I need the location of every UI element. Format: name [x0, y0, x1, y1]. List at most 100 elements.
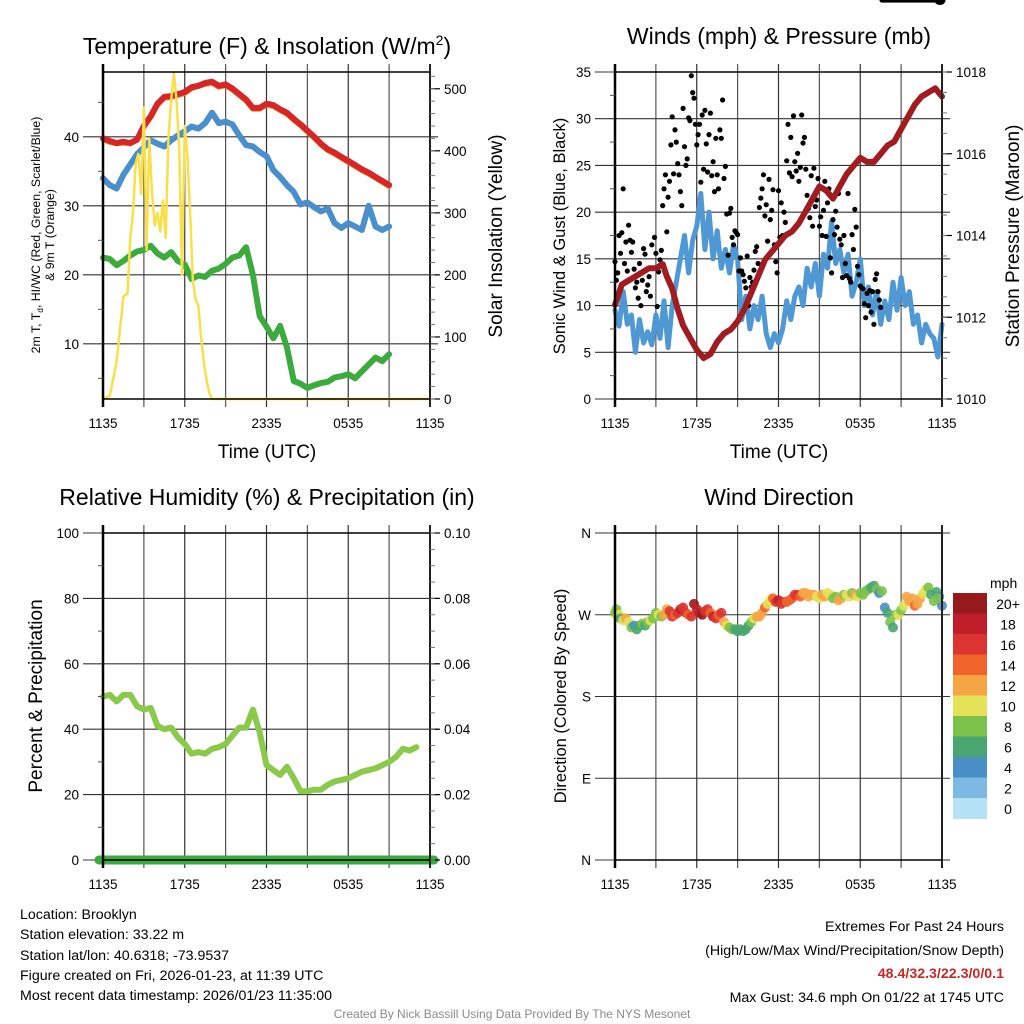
gust-point — [829, 270, 835, 276]
colorbar-swatch — [953, 695, 987, 717]
gust-point — [838, 242, 844, 248]
gust-point — [784, 158, 790, 164]
gust-point — [692, 121, 699, 127]
y2-tick-label: 400 — [444, 144, 467, 159]
gust-point — [646, 274, 652, 280]
wind-direction-point — [888, 622, 898, 633]
x-tick-label: 1135 — [415, 877, 444, 892]
winds-chart-title: Winds (mph) & Pressure (mb) — [627, 23, 931, 49]
y2-tick-label: 0.10 — [444, 526, 470, 541]
wind-direction-point — [932, 593, 943, 604]
colorbar-label: 6 — [1004, 740, 1012, 756]
colorbar-swatch — [953, 593, 987, 614]
gust-point — [822, 178, 828, 184]
gust-point — [707, 110, 714, 116]
gust-point — [718, 135, 724, 141]
gust-point — [793, 168, 799, 174]
gust-point — [765, 238, 771, 244]
gust-point — [726, 210, 733, 216]
gust-point — [729, 234, 735, 240]
gust-point — [808, 173, 814, 179]
gust-point — [786, 170, 793, 176]
gust-point — [662, 172, 669, 178]
gust-point — [737, 255, 744, 261]
y2-tick-label: 0.02 — [444, 788, 470, 803]
gust-point — [728, 205, 734, 211]
humidity-grid — [83, 525, 438, 868]
y2-tick-label: 0.08 — [444, 591, 470, 606]
x-tick-label: 1735 — [170, 416, 200, 431]
gust-point — [721, 175, 727, 182]
wind-direction-point — [877, 586, 887, 597]
gust-point — [615, 270, 621, 276]
gust-point — [830, 217, 836, 223]
gust-point — [717, 127, 723, 133]
gust-point — [751, 267, 757, 273]
gust-point — [628, 249, 635, 255]
extremes-heading: Extremes For Past 24 Hours — [825, 919, 1004, 935]
gust-point — [824, 200, 831, 206]
gust-point — [725, 252, 731, 258]
gust-point — [711, 189, 718, 195]
gust-point — [775, 188, 782, 194]
y2-tick-label: 0.04 — [444, 722, 471, 737]
y-tick-label: 35 — [576, 65, 591, 80]
y-tick-label: 0 — [71, 853, 79, 868]
colorbar-swatch — [953, 798, 987, 819]
gust-point — [754, 244, 760, 250]
y-tick-label: 0 — [583, 392, 591, 407]
wind-direction-point — [934, 0, 945, 5]
x-tick-label: 1135 — [600, 877, 629, 892]
gust-point — [852, 206, 858, 212]
gust-point — [759, 186, 765, 192]
colorbar-swatch — [953, 613, 987, 635]
y2-tick-label: 1010 — [956, 392, 986, 407]
wind-chill-line — [100, 109, 393, 233]
pressure-ylabel: Station Pressure (Maroon) — [1003, 125, 1024, 348]
gust-point — [694, 142, 700, 148]
winds-grid — [595, 64, 950, 407]
y-tick-label: 30 — [576, 112, 591, 127]
gust-point — [714, 172, 720, 178]
x-tick-label: 0535 — [333, 877, 363, 892]
gust-point — [639, 277, 645, 283]
colorbar-label: 16 — [1000, 637, 1016, 653]
gust-point — [743, 285, 749, 291]
gust-point — [672, 127, 678, 133]
max-gust-text: Max Gust: 34.6 mph On 01/22 at 1745 UTC — [729, 989, 1004, 1006]
gust-point — [872, 276, 878, 282]
location-text: Location: Brooklyn — [20, 907, 137, 923]
sonic-wind-line — [612, 191, 945, 360]
gust-point — [715, 186, 722, 192]
gust-point — [833, 208, 839, 214]
gust-point — [842, 260, 848, 267]
gust-point — [744, 253, 750, 259]
gust-point — [816, 223, 823, 229]
winds-xlabel: Time (UTC) — [730, 442, 829, 463]
y-tick-label: 100 — [56, 526, 79, 541]
gust-point — [848, 279, 854, 285]
gust-point — [691, 95, 697, 101]
y2-tick-label: 0 — [444, 392, 452, 407]
gust-point — [854, 263, 861, 269]
y-tick-label: 10 — [64, 337, 79, 352]
gust-point — [703, 141, 709, 147]
humidity-chart-title: Relative Humidity (%) & Precipitation (i… — [59, 484, 474, 510]
y-tick-label: 40 — [64, 130, 79, 145]
gust-point — [636, 260, 643, 267]
colorbar-label: 2 — [1004, 781, 1012, 797]
winds-series — [612, 0, 945, 362]
gust-point — [810, 223, 816, 229]
gust-point — [803, 166, 809, 172]
gust-point — [839, 274, 846, 281]
gust-point — [871, 321, 877, 327]
y2-tick-label: 1014 — [956, 229, 987, 244]
x-tick-label: 1135 — [88, 416, 117, 431]
gust-point — [769, 207, 775, 213]
gust-point — [630, 239, 636, 245]
gust-point — [868, 309, 874, 315]
gust-point — [617, 250, 624, 256]
wind-direction-chart-title: Wind Direction — [704, 484, 854, 510]
